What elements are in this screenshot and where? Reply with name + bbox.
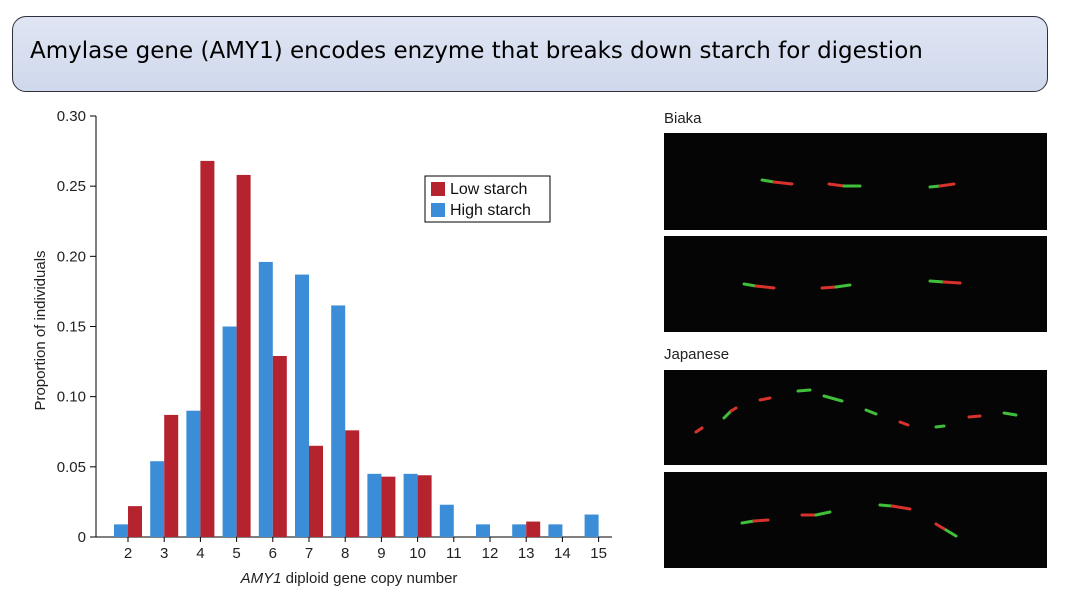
bar-high-starch — [512, 524, 527, 537]
y-tick-label: 0 — [78, 529, 86, 546]
bar-high-starch — [367, 473, 382, 537]
bar-chart: 0 0.05 0.10 0.15 0.20 0.25 0.30 2 3 4 5 6 7 8 9 10 11 12 1… — [32, 108, 612, 587]
x-tick-label: 12 — [482, 545, 499, 562]
legend-swatch — [431, 182, 445, 196]
x-tick-label: 15 — [590, 545, 607, 562]
bar-low-starch — [236, 174, 251, 537]
y-tick-label: 0.20 — [57, 248, 86, 265]
x-tick-label: 10 — [409, 545, 426, 562]
legend-label: High starch — [450, 202, 531, 219]
y-axis-label: Proportion of individuals — [32, 250, 49, 410]
bar-high-starch — [439, 504, 454, 537]
micrograph-japanese-1 — [664, 370, 1047, 465]
bar-low-starch — [345, 430, 360, 537]
x-tick-label: 9 — [377, 545, 385, 562]
x-tick-label: 3 — [160, 545, 168, 562]
bar-high-starch — [548, 524, 563, 537]
legend-swatch — [431, 203, 445, 217]
page-title: Amylase gene (AMY1) encodes enzyme that … — [30, 38, 923, 64]
y-tick-label: 0.30 — [57, 108, 86, 125]
title-banner — [12, 16, 1048, 92]
x-tick-label: 5 — [232, 545, 240, 562]
x-tick-label: 6 — [269, 545, 277, 562]
micrograph-japanese-2 — [664, 472, 1047, 568]
y-tick-label: 0.05 — [57, 459, 86, 476]
bar-high-starch — [331, 305, 346, 537]
panel-label-japanese: Japanese — [664, 346, 730, 363]
x-axis-label: AMY1 diploid gene copy number — [240, 570, 458, 587]
legend-box — [424, 175, 551, 223]
bar-low-starch — [417, 475, 432, 537]
bar-low-starch — [381, 476, 396, 537]
y-tick-label: 0.15 — [57, 319, 86, 336]
bar-high-starch — [222, 326, 237, 537]
x-tick-label: 2 — [124, 545, 132, 562]
x-tick-label: 8 — [341, 545, 349, 562]
x-tick-label: 7 — [305, 545, 313, 562]
bar-low-starch — [164, 414, 179, 537]
bar-low-starch — [128, 506, 142, 537]
x-tick-label: 14 — [554, 545, 571, 562]
bar-high-starch — [186, 410, 201, 537]
micrograph-biaka-1 — [664, 133, 1047, 230]
panel-label-biaka: Biaka — [664, 110, 702, 127]
legend-label: Low starch — [450, 181, 527, 198]
bar-high-starch — [114, 524, 128, 537]
bar-high-starch — [476, 524, 490, 537]
bar-high-starch — [584, 514, 599, 537]
bar-low-starch — [200, 160, 215, 537]
bar-high-starch — [295, 274, 309, 537]
x-tick-label: 4 — [196, 545, 204, 562]
x-tick-label: 11 — [446, 545, 462, 562]
bar-low-starch — [309, 445, 323, 537]
y-tick-label: 0.10 — [57, 389, 86, 406]
micrograph-biaka-2 — [664, 236, 1047, 332]
bar-high-starch — [258, 261, 273, 537]
y-tick-label: 0.25 — [57, 178, 86, 195]
x-tick-label: 13 — [518, 545, 535, 562]
bar-high-starch — [150, 461, 165, 537]
bar-high-starch — [403, 473, 418, 537]
bar-low-starch — [272, 355, 287, 537]
bar-low-starch — [526, 521, 541, 537]
